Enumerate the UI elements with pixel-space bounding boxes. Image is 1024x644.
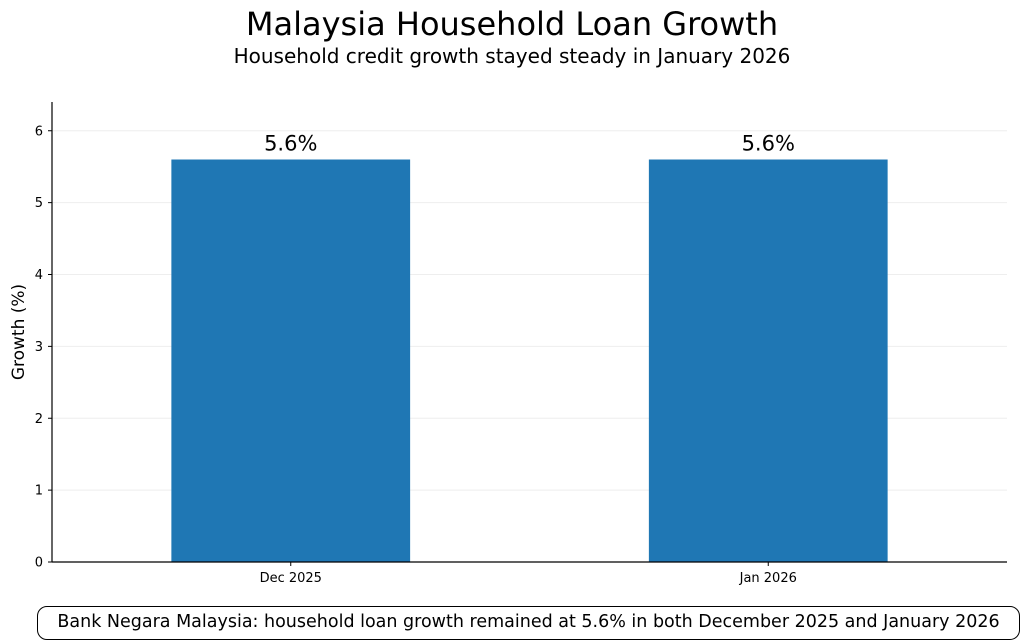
data-label-1: 5.6% — [742, 132, 795, 156]
bar-0 — [171, 159, 411, 562]
y-tick-label-5: 5 — [35, 196, 43, 211]
y-tick-label-2: 2 — [35, 412, 43, 427]
y-axis-title: Growth (%) — [9, 284, 29, 380]
footnote-box: Bank Negara Malaysia: household loan gro… — [37, 606, 1020, 640]
bars: 5.6% 5.6% — [171, 132, 888, 562]
chart-subtitle: Household credit growth stayed steady in… — [233, 44, 791, 68]
axes: 0 1 2 3 4 5 6 Dec 2025 Jan 2026 — [35, 102, 1007, 586]
x-tick-label-1: Jan 2026 — [739, 571, 797, 586]
bar-1 — [648, 159, 888, 562]
data-label-0: 5.6% — [264, 132, 317, 156]
x-tick-label-0: Dec 2025 — [260, 571, 322, 586]
y-tick-label-3: 3 — [35, 340, 43, 355]
bar-chart: 5.6% 5.6% 0 1 2 3 4 5 6 Dec 2025 Jan 2026 Growth … — [9, 102, 1007, 586]
y-tick-label-1: 1 — [35, 484, 43, 499]
y-tick-label-6: 6 — [35, 124, 43, 139]
y-tick-label-4: 4 — [35, 268, 43, 283]
chart-title: Malaysia Household Loan Growth — [245, 5, 779, 43]
y-tick-label-0: 0 — [35, 556, 43, 571]
